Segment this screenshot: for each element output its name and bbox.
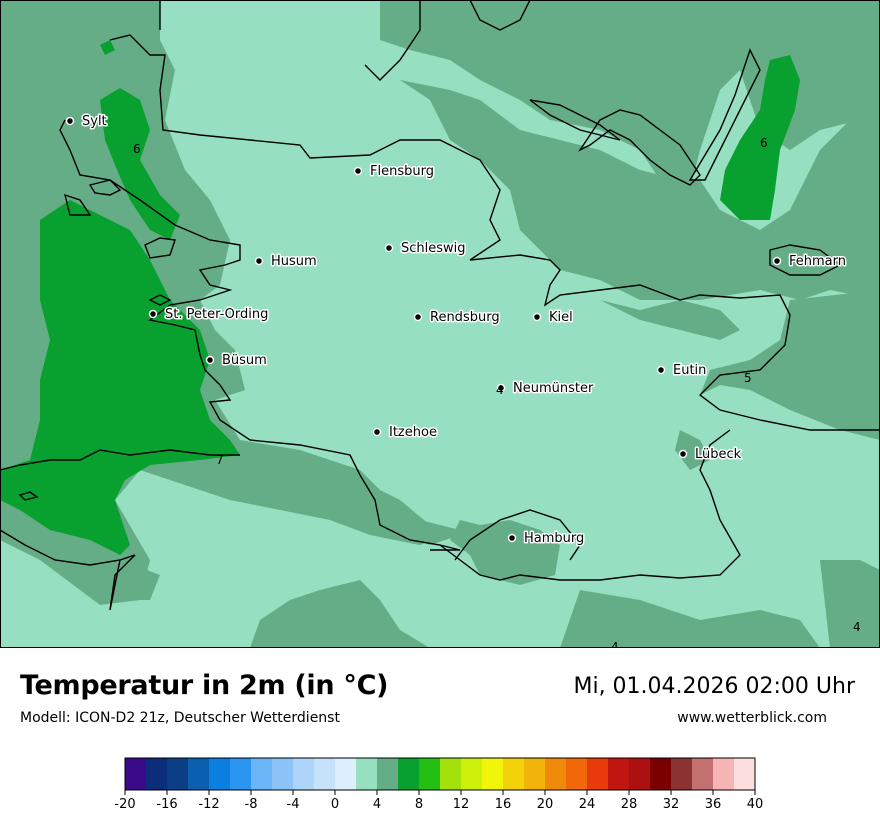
- legend-tick-label: 8: [415, 797, 423, 812]
- legend-swatches: [124, 757, 756, 791]
- city-kiel: Kiel: [532, 309, 574, 327]
- city-label: Hamburg: [524, 531, 584, 546]
- legend-swatch: [419, 758, 441, 790]
- legend-swatch: [482, 758, 504, 790]
- city-label: Kiel: [549, 310, 573, 325]
- city-label: Lübeck: [695, 447, 742, 462]
- legend-swatch: [398, 758, 420, 790]
- forecast-datetime: Mi, 01.04.2026 02:00 Uhr: [573, 674, 855, 699]
- city-luebeck: Lübeck: [678, 446, 743, 464]
- legend-swatch: [524, 758, 546, 790]
- city-label: Büsum: [222, 353, 267, 368]
- legend-tick-label: -16: [156, 797, 177, 812]
- legend-swatch: [146, 758, 168, 790]
- city-label: Husum: [271, 254, 317, 269]
- isoline-labels: 6 6 5 7 4 4 4: [133, 136, 861, 648]
- city-flensburg: Flensburg: [353, 163, 435, 181]
- isoline-label: 4: [853, 620, 861, 634]
- legend-swatch: [167, 758, 189, 790]
- legend-swatch: [608, 758, 630, 790]
- legend-ticks: -20 -16 -12 -8 -4 0 4 8 12 16 20 24 28 32 36 40: [114, 790, 763, 812]
- city-label: Neumünster: [513, 381, 594, 396]
- legend-swatch: [440, 758, 462, 790]
- isoline-label: 4: [496, 383, 504, 397]
- legend-tick-label: -4: [287, 797, 300, 812]
- legend-tick-label: 16: [495, 797, 512, 812]
- legend-tick-label: 0: [331, 797, 339, 812]
- color-legend: -20 -16 -12 -8 -4 0 4 8 12 16 20 24 28 32 36 40: [0, 748, 880, 828]
- legend-tick-label: -20: [114, 797, 135, 812]
- city-label: St. Peter-Ording: [165, 307, 268, 322]
- city-neumuenster: Neumünster: [496, 380, 595, 398]
- city-label: Flensburg: [370, 164, 434, 179]
- city-label: Eutin: [673, 363, 706, 378]
- legend-swatch: [566, 758, 588, 790]
- legend-swatch: [251, 758, 273, 790]
- legend-swatch: [293, 758, 315, 790]
- model-info: Modell: ICON-D2 21z, Deutscher Wetterdie…: [20, 710, 340, 726]
- isoline-label: 5: [744, 371, 752, 385]
- city-husum: Husum: [254, 253, 318, 271]
- legend-canvas: -20 -16 -12 -8 -4 0 4 8 12 16 20 24 28 32 36 40: [114, 757, 763, 812]
- legend-swatch: [671, 758, 693, 790]
- legend-tick-label: 12: [453, 797, 470, 812]
- legend-swatch: [272, 758, 294, 790]
- city-itzehoe: Itzehoe: [372, 424, 438, 442]
- legend-tick-label: 36: [705, 797, 722, 812]
- website-link: www.wetterblick.com: [677, 710, 827, 726]
- legend-swatch: [713, 758, 735, 790]
- legend-swatch: [230, 758, 252, 790]
- city-markers: Sylt Flensburg Schleswig Husum Fehmarn S…: [65, 113, 848, 548]
- legend-frame: [124, 757, 756, 791]
- legend-swatch: [314, 758, 336, 790]
- isoline-label: 7: [216, 453, 224, 467]
- legend-swatch: [356, 758, 378, 790]
- city-hamburg: Hamburg: [507, 530, 586, 548]
- legend-swatch: [545, 758, 567, 790]
- legend-tick-label: 24: [579, 797, 596, 812]
- coastlines: [0, 0, 880, 611]
- city-rendsburg: Rendsburg: [413, 309, 501, 327]
- legend-tick-label: 32: [663, 797, 680, 812]
- legend-swatch: [629, 758, 651, 790]
- legend-swatch: [335, 758, 357, 790]
- city-label: Itzehoe: [389, 425, 437, 440]
- city-label: Rendsburg: [430, 310, 500, 325]
- legend-swatch: [461, 758, 483, 790]
- legend-tick-label: 28: [621, 797, 638, 812]
- page-title: Temperatur in 2m (in °C): [20, 670, 389, 701]
- legend-swatch: [503, 758, 525, 790]
- legend-tick-label: 20: [537, 797, 554, 812]
- legend-tick-label: -8: [245, 797, 258, 812]
- legend-tick-label: 40: [747, 797, 764, 812]
- weather-map: Sylt Flensburg Schleswig Husum Fehmarn S…: [0, 0, 880, 648]
- city-buesum: Büsum: [205, 352, 268, 370]
- legend-swatch: [587, 758, 609, 790]
- city-st-peter-ording: St. Peter-Ording: [148, 306, 270, 324]
- city-schleswig: Schleswig: [384, 240, 467, 258]
- map-canvas: Sylt Flensburg Schleswig Husum Fehmarn S…: [0, 0, 880, 648]
- legend-swatch: [209, 758, 231, 790]
- temp-band-6-7: [0, 40, 800, 555]
- city-label: Fehmarn: [789, 254, 846, 269]
- isoline-label: 6: [760, 136, 768, 150]
- city-fehmarn: Fehmarn: [772, 253, 848, 271]
- legend-tick-label: -12: [198, 797, 219, 812]
- city-sylt: Sylt: [65, 113, 108, 131]
- city-label: Sylt: [82, 114, 107, 129]
- legend-swatch: [125, 758, 147, 790]
- legend-swatch: [377, 758, 399, 790]
- city-label: Schleswig: [401, 241, 466, 256]
- legend-swatch: [734, 758, 756, 790]
- isoline-label: 6: [133, 142, 141, 156]
- footer: Temperatur in 2m (in °C) Modell: ICON-D2…: [0, 648, 880, 830]
- city-eutin: Eutin: [656, 362, 708, 380]
- legend-swatch: [650, 758, 672, 790]
- legend-tick-label: 4: [373, 797, 381, 812]
- legend-swatch: [188, 758, 210, 790]
- legend-swatch: [692, 758, 714, 790]
- isoline-label: 4: [611, 640, 619, 648]
